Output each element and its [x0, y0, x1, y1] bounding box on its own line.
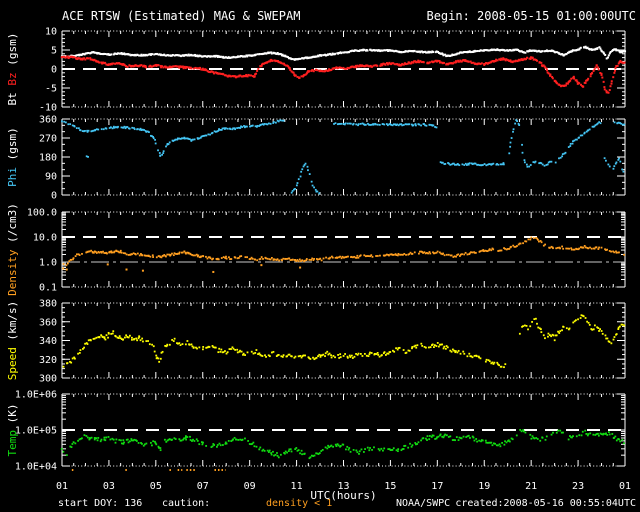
x-axis-labels: 01 03 05 07 09 11 13 15 17 19 21 23 01 UTC(hours) — [56, 481, 631, 502]
svg-text:180: 180 — [39, 153, 57, 164]
svg-text:360: 360 — [39, 317, 57, 328]
svg-text:300: 300 — [39, 374, 57, 385]
svg-text:17: 17 — [431, 481, 443, 492]
panel-temp: 1.0E+06 1.0E+05 1.0E+04 Temp (K) — [6, 390, 626, 473]
plot-title: ACE RTSW (Estimated) MAG & SWEPAM — [62, 9, 301, 23]
svg-text:-5: -5 — [45, 84, 57, 95]
svg-text:380: 380 — [39, 299, 57, 310]
svg-text:13: 13 — [337, 481, 349, 492]
x-axis-title: UTC(hours) — [310, 489, 376, 502]
panel-mag: 10 5 0 -5 -10 Bt Bz (gsm) — [6, 27, 627, 114]
start-doy-label: start DOY: 136 — [58, 498, 143, 509]
agency-label: NOAA/SWPC — [396, 498, 451, 509]
svg-text:15: 15 — [384, 481, 396, 492]
svg-text:01: 01 — [56, 481, 68, 492]
svg-text:21: 21 — [525, 481, 537, 492]
svg-text:90: 90 — [45, 172, 57, 183]
svg-text:100.0: 100.0 — [27, 208, 57, 219]
svg-text:01: 01 — [619, 481, 631, 492]
svg-text:11: 11 — [291, 481, 303, 492]
mag-series-bz — [60, 55, 626, 94]
svg-text:0: 0 — [51, 65, 57, 76]
ylabel-speed: Speed (km/s) — [6, 301, 19, 380]
svg-text:-10: -10 — [39, 103, 57, 114]
caution-value: density < 1 — [266, 498, 333, 509]
svg-text:5: 5 — [51, 46, 57, 57]
svg-text:03: 03 — [103, 481, 115, 492]
begin-timestamp: Begin: 2008-05-15 01:00:00UTC — [426, 9, 636, 23]
svg-text:320: 320 — [39, 355, 57, 366]
svg-text:23: 23 — [572, 481, 584, 492]
svg-text:10: 10 — [45, 27, 57, 38]
footer: start DOY: 136 caution: density < 1 NOAA… — [0, 498, 640, 511]
ylabel-mag: Bt Bz (gsm) — [6, 33, 19, 106]
svg-text:340: 340 — [39, 336, 57, 347]
svg-text:0: 0 — [51, 191, 57, 202]
ylabel-temp: Temp (K) — [6, 404, 19, 457]
svg-text:1.0E+04: 1.0E+04 — [15, 462, 57, 473]
svg-text:07: 07 — [197, 481, 209, 492]
svg-text:1.0E+06: 1.0E+06 — [15, 390, 57, 401]
density-series-density — [62, 236, 626, 273]
svg-text:1.0E+05: 1.0E+05 — [15, 426, 57, 437]
panel-speed: 380 360 340 320 300 Speed (km/s) — [6, 299, 626, 385]
svg-text:05: 05 — [150, 481, 162, 492]
svg-text:360: 360 — [39, 115, 57, 126]
caution-label: caution: — [162, 498, 211, 509]
svg-text:270: 270 — [39, 134, 57, 145]
svg-text:0.1: 0.1 — [39, 283, 57, 294]
temp-series-temp — [60, 429, 625, 460]
svg-text:1.0: 1.0 — [39, 258, 57, 269]
panel-phi: 360 270 180 90 0 Phi (gsm) — [6, 115, 626, 202]
mag-series-bt — [60, 45, 627, 61]
svg-text:09: 09 — [244, 481, 256, 492]
ylabel-phi: Phi (gsm) — [6, 127, 19, 187]
ylabel-density: Density (/cm3) — [6, 203, 19, 296]
speed-series-speed — [62, 314, 626, 369]
panel-density: 100.0 10.0 1.0 0.1 Density (/cm3) — [6, 203, 626, 296]
svg-text:19: 19 — [478, 481, 490, 492]
phi-series-phi — [61, 119, 626, 195]
titlebar: ACE RTSW (Estimated) MAG & SWEPAM Begin:… — [0, 9, 636, 23]
svg-text:10.0: 10.0 — [33, 233, 57, 244]
created-timestamp: created:2008-05-16 00:55:04UTC — [455, 498, 636, 509]
